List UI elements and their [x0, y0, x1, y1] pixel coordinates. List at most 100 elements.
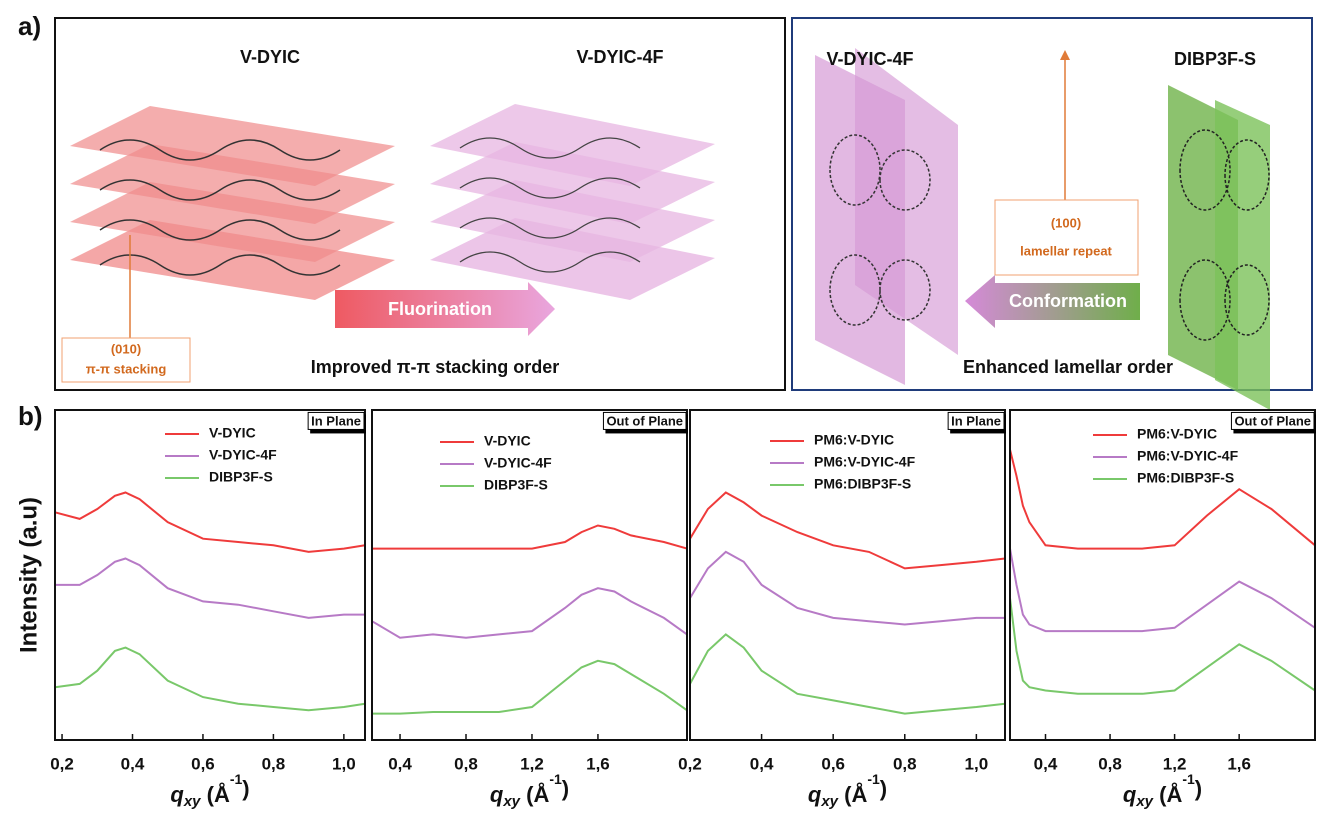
structure-title: DIBP3F-S	[1174, 49, 1256, 69]
pink-slabs	[430, 104, 715, 300]
legend-label: PM6:V-DYIC	[814, 432, 894, 448]
x-tick-label: 0,2	[50, 754, 74, 773]
x-tick-label: 1,6	[1227, 754, 1251, 773]
structure-title: V-DYIC-4F	[576, 47, 663, 67]
corner-label: In Plane	[311, 413, 361, 428]
x-axis-title: qxy (Å-1)	[1123, 771, 1202, 810]
peak-label: (100)	[1051, 215, 1081, 230]
data-line	[55, 557, 365, 619]
plot-frame	[1009, 409, 1316, 741]
panel-label: b)	[18, 401, 43, 431]
corner-label: Out of Plane	[1234, 413, 1311, 428]
x-tick-label: 1,0	[332, 754, 356, 773]
x-axis-title: qxy (Å-1)	[808, 771, 887, 810]
y-axis-title: Intensity (a.u)	[15, 497, 42, 653]
legend-label: PM6:DIBP3F-S	[814, 476, 911, 492]
legend-label: V-DYIC	[209, 425, 256, 441]
plot-frame	[689, 409, 1006, 741]
green-slabs	[1168, 85, 1270, 410]
x-tick-label: 1,0	[965, 754, 989, 773]
purple-slabs	[815, 48, 958, 385]
peak-box	[61, 337, 191, 383]
legend-label: DIBP3F-S	[484, 477, 548, 493]
legend-label: V-DYIC-4F	[484, 455, 552, 471]
red-slabs	[70, 106, 395, 300]
legend-label: DIBP3F-S	[209, 469, 273, 485]
corner-label: In Plane	[951, 413, 1001, 428]
data-line	[1009, 449, 1316, 550]
data-line	[371, 587, 688, 639]
x-axis-title-part: -1	[1182, 771, 1195, 787]
plot-frame	[371, 409, 688, 741]
legend-label: PM6:V-DYIC	[1137, 426, 1217, 442]
x-tick-label: 0,8	[262, 754, 286, 773]
corner-box	[1230, 411, 1315, 430]
x-axis-title-part: )	[1195, 776, 1202, 801]
x-axis-title-part: )	[880, 776, 887, 801]
x-axis-title-part: (Å	[1153, 781, 1182, 807]
legend-label: PM6:DIBP3F-S	[1137, 470, 1234, 486]
x-axis-title-part: (Å	[520, 781, 549, 807]
x-axis-title: qxy (Å-1)	[490, 771, 569, 810]
panel-box	[791, 17, 1313, 391]
arrow-label: Fluorination	[388, 299, 492, 319]
caption: Improved π-π stacking order	[311, 357, 560, 377]
x-axis-title-part: q	[170, 782, 184, 807]
legend-label: V-DYIC-4F	[209, 447, 277, 463]
x-axis-title-part: -1	[867, 771, 880, 787]
x-tick-label: 1,6	[586, 754, 610, 773]
x-axis-title-part: -1	[549, 771, 562, 787]
arrow-label: Conformation	[1009, 291, 1127, 311]
structure-title: V-DYIC-4F	[826, 49, 913, 69]
x-tick-label: 0,8	[893, 754, 917, 773]
data-line	[372, 524, 688, 550]
peak-label: (010)	[111, 341, 141, 356]
x-axis-title: qxy (Å-1)	[170, 771, 249, 810]
legend-label: V-DYIC	[484, 433, 531, 449]
x-axis-title-part: xy	[183, 793, 201, 810]
x-axis-title-part: q	[490, 782, 504, 807]
x-tick-label: 0,6	[821, 754, 845, 773]
data-line	[1009, 597, 1316, 695]
corner-box	[947, 411, 1005, 430]
arrow	[335, 282, 555, 336]
x-tick-label: 0,4	[1034, 754, 1058, 773]
peak-desc: lamellar repeat	[1020, 243, 1112, 258]
x-axis-title-part: (Å	[201, 781, 230, 807]
x-axis-title-part: xy	[820, 793, 838, 810]
x-tick-label: 1,2	[1163, 754, 1187, 773]
x-tick-label: 0,4	[388, 754, 412, 773]
data-line	[689, 633, 1006, 715]
x-axis-title-part: q	[1123, 782, 1137, 807]
corner-label: Out of Plane	[606, 413, 683, 428]
data-line	[689, 550, 1005, 626]
x-tick-label: 0,2	[678, 754, 702, 773]
x-tick-label: 1,2	[520, 754, 544, 773]
x-tick-label: 0,8	[1098, 754, 1122, 773]
caption: Enhanced lamellar order	[963, 357, 1173, 377]
data-line	[689, 491, 1006, 570]
corner-box	[307, 411, 365, 430]
x-axis-title-part: )	[562, 776, 569, 801]
legend-label: PM6:V-DYIC-4F	[814, 454, 916, 470]
pointer-head	[1060, 50, 1070, 60]
x-tick-label: 0,6	[191, 754, 215, 773]
panel-label: a)	[18, 11, 41, 41]
x-axis-title-part: (Å	[838, 781, 867, 807]
data-line	[1009, 548, 1316, 633]
corner-box	[602, 411, 687, 430]
panel-box	[54, 17, 786, 391]
data-line	[54, 646, 366, 712]
data-line	[54, 491, 366, 553]
peak-box	[994, 199, 1139, 276]
arrow	[965, 275, 1140, 328]
structure-title: V-DYIC	[240, 47, 300, 67]
legend-label: PM6:V-DYIC-4F	[1137, 448, 1239, 464]
x-axis-title-part: xy	[502, 793, 520, 810]
x-tick-label: 0,4	[750, 754, 774, 773]
x-axis-title-part: q	[808, 782, 822, 807]
peak-desc: π-π stacking	[86, 361, 167, 376]
x-axis-title-part: -1	[230, 771, 243, 787]
x-tick-label: 0,8	[454, 754, 478, 773]
